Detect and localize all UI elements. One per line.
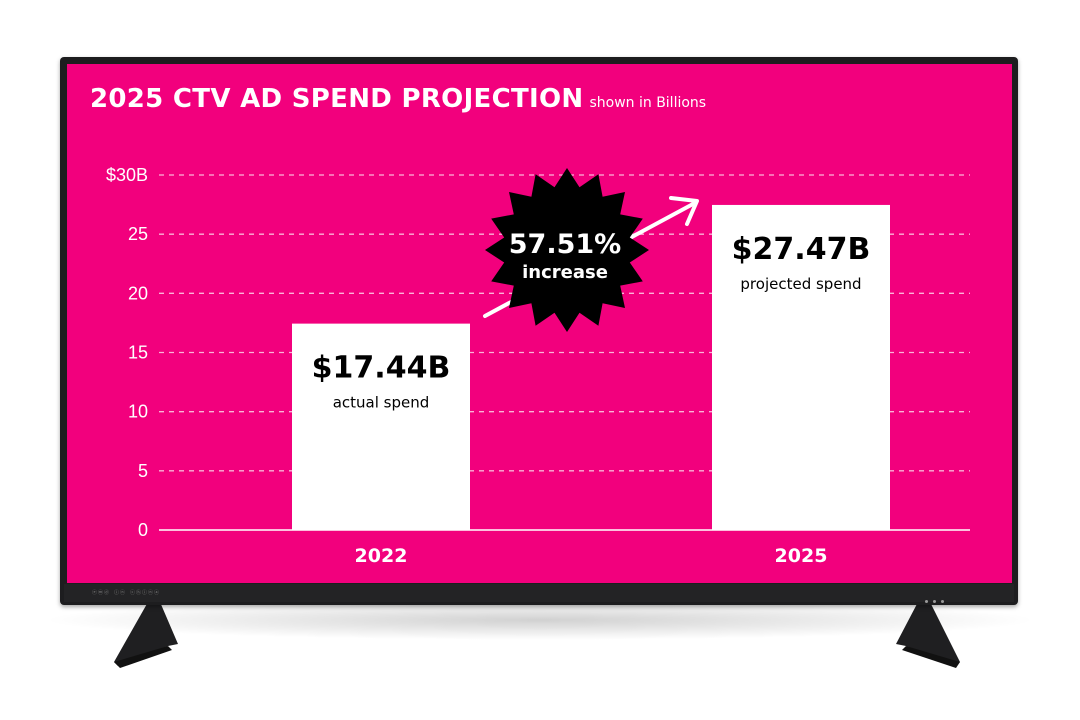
bar-description-label: actual spend xyxy=(333,394,430,412)
right-leg xyxy=(896,602,960,666)
chart-title-row: 2025 CTV AD SPEND PROJECTION shown in Bil… xyxy=(90,84,706,114)
badge-percent: 57.51% xyxy=(509,229,621,260)
y-axis-ticks: 0 5 10 15 20 25 $30B xyxy=(106,165,148,540)
chart-title: 2025 CTV AD SPEND PROJECTION xyxy=(90,84,584,114)
increase-badge: 57.51% increase xyxy=(485,168,649,332)
tv-stand xyxy=(114,602,960,668)
y-tick-label: 10 xyxy=(128,402,148,422)
y-tick-label: 25 xyxy=(128,224,148,244)
bar-value-label: $27.47B xyxy=(732,232,871,267)
left-leg-foot xyxy=(114,646,172,668)
x-axis-labels: 2022 2025 xyxy=(355,545,828,567)
x-category-label: 2022 xyxy=(355,545,408,567)
tv-bottom-strip xyxy=(64,584,1014,602)
y-tick-label: 15 xyxy=(128,343,148,363)
y-tick-label: 0 xyxy=(138,520,148,540)
tv-screen: 2025 CTV AD SPEND PROJECTION shown in Bil… xyxy=(67,64,1012,583)
bar-value-label: $17.44B xyxy=(312,351,451,386)
bar-2022 xyxy=(292,323,470,530)
right-leg-foot xyxy=(902,646,960,668)
bars: $17.44B actual spend $27.47B projected spen… xyxy=(292,204,890,530)
bar-2025 xyxy=(712,204,890,530)
y-tick-label: 5 xyxy=(138,461,148,481)
badge-label: increase xyxy=(522,262,608,283)
x-category-label: 2025 xyxy=(775,545,828,567)
tv-model-text: ⓔⓜⓓ ⓘⓝ ⓒⓗⓘⓝⓐ xyxy=(92,590,161,596)
left-leg xyxy=(114,602,178,666)
tv-buttons xyxy=(925,590,949,608)
y-tick-label: 20 xyxy=(128,283,148,303)
tv-shadow xyxy=(40,600,1040,640)
chart-subtitle: shown in Billions xyxy=(589,95,707,111)
y-tick-label: $30B xyxy=(106,165,148,185)
starburst-shape xyxy=(485,168,649,332)
bar-description-label: projected spend xyxy=(740,275,861,293)
